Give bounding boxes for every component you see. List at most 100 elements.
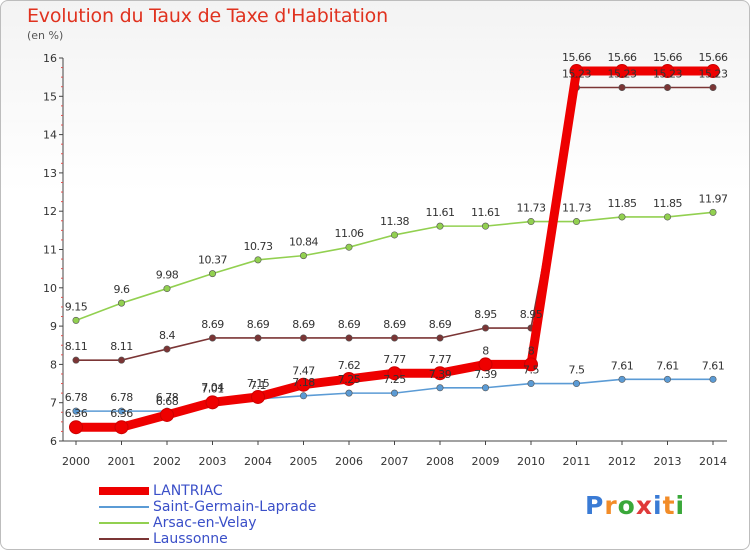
data-point	[390, 231, 398, 239]
data-label: 10.37	[198, 254, 227, 267]
data-point	[205, 395, 220, 410]
data-label: 11.61	[426, 206, 455, 219]
data-label: 7.62	[338, 359, 361, 372]
logo-letter: i	[675, 491, 686, 520]
data-point	[345, 389, 353, 397]
data-label: 8.11	[65, 340, 88, 353]
data-point	[390, 389, 398, 397]
data-point	[709, 83, 717, 91]
data-point	[118, 299, 126, 307]
data-point	[436, 222, 444, 230]
legend-label-laussonne: Laussonne	[153, 531, 228, 547]
data-label: 15.66	[608, 51, 637, 64]
data-point	[299, 334, 307, 342]
data-point	[209, 334, 217, 342]
data-label: 8.69	[201, 318, 224, 331]
chart-title: Evolution du Taux de Taxe d'Habitation	[27, 5, 388, 27]
x-tick-label: 2009	[472, 455, 500, 468]
data-label: 9.6	[114, 283, 130, 296]
data-label: 8	[482, 344, 489, 357]
data-point	[569, 64, 584, 79]
legend-item-laussonne: Laussonne	[99, 531, 316, 547]
data-label: 8.69	[429, 318, 452, 331]
x-tick-label: 2013	[654, 455, 682, 468]
legend-swatch-arsac-en-velay	[99, 522, 149, 524]
legend-item-lantriac: LANTRIAC	[99, 483, 316, 499]
logo-letter: t	[662, 491, 676, 520]
data-point	[572, 380, 580, 388]
x-tick-label: 2001	[108, 455, 136, 468]
data-point	[163, 285, 171, 293]
data-point	[481, 324, 489, 332]
x-tick-label: 2008	[426, 455, 454, 468]
x-tick-label: 2005	[290, 455, 318, 468]
data-label: 15.23	[562, 67, 591, 80]
data-label: 15.66	[562, 51, 591, 64]
proxiti-logo: Proxiti	[585, 491, 685, 520]
data-point	[615, 64, 629, 79]
data-label: 9.15	[65, 300, 88, 313]
data-label: 8.69	[247, 318, 270, 331]
data-label: 6.68	[156, 395, 179, 408]
x-tick-label: 2003	[199, 455, 227, 468]
data-label: 11.73	[517, 202, 546, 215]
legend-swatch-saint-germain-laprade	[99, 506, 149, 508]
data-label: 7.61	[702, 359, 725, 372]
data-label: 15.23	[608, 67, 637, 80]
data-label: 11.85	[608, 197, 637, 210]
logo-letter: x	[635, 491, 653, 520]
data-label: 8.4	[159, 329, 175, 342]
data-label: 8.69	[338, 318, 361, 331]
data-point	[254, 334, 262, 342]
x-tick-label: 2006	[335, 455, 363, 468]
data-label: 7.5	[569, 364, 585, 377]
data-label: 15.66	[653, 51, 682, 64]
y-tick-label: 15	[43, 90, 57, 103]
data-point	[660, 64, 675, 79]
data-point	[572, 218, 580, 226]
data-point	[299, 252, 307, 260]
data-label: 6.78	[65, 391, 88, 404]
data-label: 8.95	[474, 308, 497, 321]
data-label: 6.36	[110, 407, 133, 420]
x-tick-label: 2014	[699, 455, 727, 468]
data-label: 7.04	[201, 381, 224, 394]
legend-label-saint-germain-laprade: Saint-Germain-Laprade	[153, 499, 317, 515]
data-label: 11.97	[699, 192, 728, 205]
data-label: 8.95	[520, 308, 543, 321]
data-label: 8.69	[383, 318, 406, 331]
y-tick-label: 11	[43, 244, 57, 257]
x-tick-label: 2010	[517, 455, 545, 468]
data-point	[209, 270, 217, 278]
legend-label-arsac-en-velay: Arsac-en-Velay	[153, 515, 257, 531]
data-point	[481, 384, 489, 392]
x-tick-label: 2000	[62, 455, 90, 468]
y-tick-label: 6	[50, 435, 57, 448]
legend-item-saint-germain-laprade: Saint-Germain-Laprade	[99, 499, 316, 515]
data-label: 7.77	[429, 353, 452, 366]
data-point	[433, 366, 447, 381]
data-point	[618, 83, 626, 91]
data-point	[72, 356, 80, 364]
data-point	[481, 222, 489, 230]
data-label: 7.61	[656, 359, 679, 372]
x-tick-label: 2002	[153, 455, 181, 468]
data-point	[72, 407, 80, 415]
y-tick-label: 9	[50, 320, 57, 333]
data-point	[663, 213, 671, 221]
data-point	[345, 334, 353, 342]
data-label: 8.11	[110, 340, 133, 353]
data-point	[72, 316, 80, 324]
data-point	[69, 420, 83, 435]
data-point	[709, 208, 717, 216]
data-label: 7.1	[250, 379, 266, 392]
data-point	[478, 357, 493, 372]
data-point	[342, 371, 356, 386]
legend-swatch-laussonne	[99, 538, 149, 540]
data-label: 7.01	[201, 382, 224, 395]
data-label: 7.77	[383, 353, 406, 366]
y-tick-label: 12	[43, 205, 57, 218]
data-label: 7.25	[383, 373, 406, 386]
